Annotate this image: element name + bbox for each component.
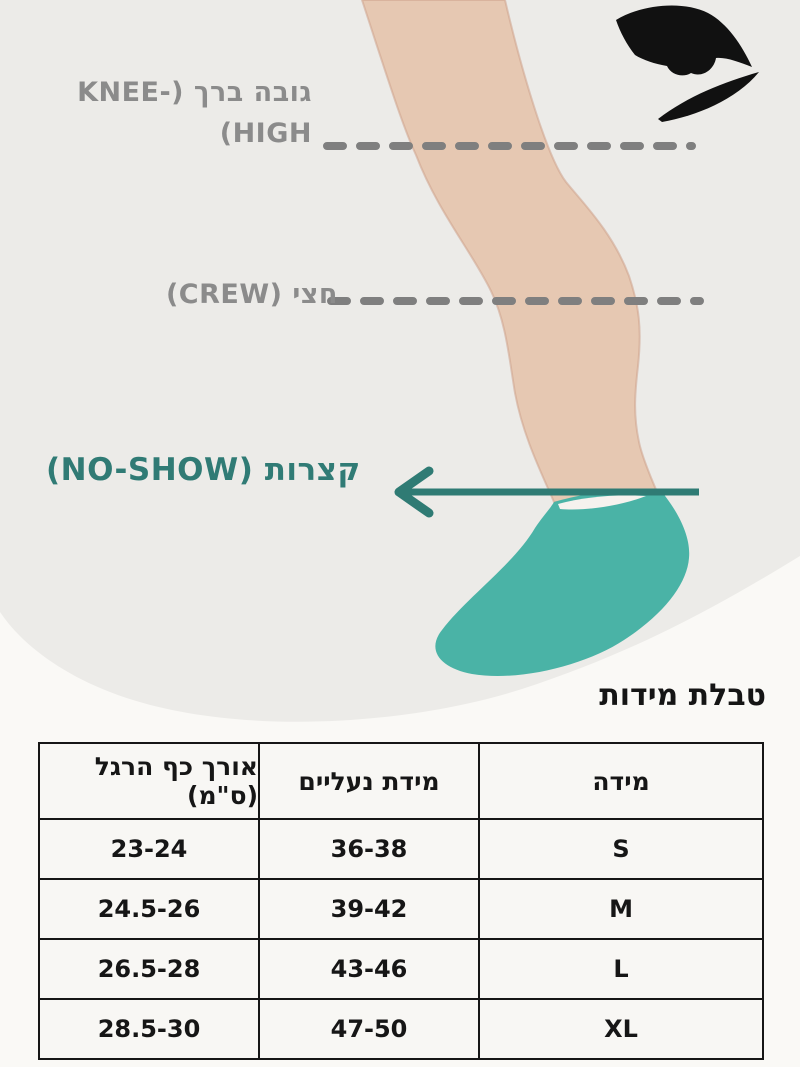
cell-size: S — [478, 820, 762, 878]
cell-shoe-size: 43-46 — [258, 940, 478, 998]
table-row: XL 47-50 28.5-30 — [40, 998, 762, 1058]
no-show-arrow — [394, 466, 699, 518]
cell-size: XL — [478, 1000, 762, 1058]
size-table: מידה מידת נעליים אורך כף הרגל (ס"מ) S 36… — [38, 742, 764, 1060]
cell-size: L — [478, 940, 762, 998]
knee-high-label: KNEE-) גובה ברך (HIGH — [77, 72, 312, 154]
column-header-foot-length: אורך כף הרגל (ס"מ) — [94, 752, 258, 810]
bird-logo-icon — [616, 5, 759, 122]
crew-label: (CREW) חצי — [165, 279, 338, 310]
column-header-size: מידה — [478, 744, 762, 818]
cell-foot-length: 24.5-26 — [97, 895, 201, 923]
size-table-header-row: מידה מידת נעליים אורך כף הרגל (ס"מ) — [40, 744, 762, 818]
knee-high-label-line2: (HIGH — [219, 118, 312, 149]
cell-shoe-size: 47-50 — [258, 1000, 478, 1058]
leg-illustration — [360, 0, 663, 504]
cell-shoe-size: 36-38 — [258, 820, 478, 878]
cell-foot-length: 28.5-30 — [97, 1015, 201, 1043]
cell-foot-length: 23-24 — [110, 835, 188, 863]
sock-shape — [435, 490, 690, 676]
table-row: S 36-38 23-24 — [40, 818, 762, 878]
cell-shoe-size: 39-42 — [258, 880, 478, 938]
cell-foot-length: 26.5-28 — [97, 955, 201, 983]
size-table-heading: טבלת מידות — [599, 678, 766, 713]
no-show-label: (NO-SHOW) קצרות — [46, 452, 361, 488]
table-row: M 39-42 24.5-26 — [40, 878, 762, 938]
table-row: L 43-46 26.5-28 — [40, 938, 762, 998]
column-header-shoe-size: מידת נעליים — [258, 744, 478, 818]
cell-size: M — [478, 880, 762, 938]
knee-high-label-line1: KNEE-) גובה ברך — [77, 77, 312, 108]
sock-cuff-highlight — [558, 495, 646, 510]
